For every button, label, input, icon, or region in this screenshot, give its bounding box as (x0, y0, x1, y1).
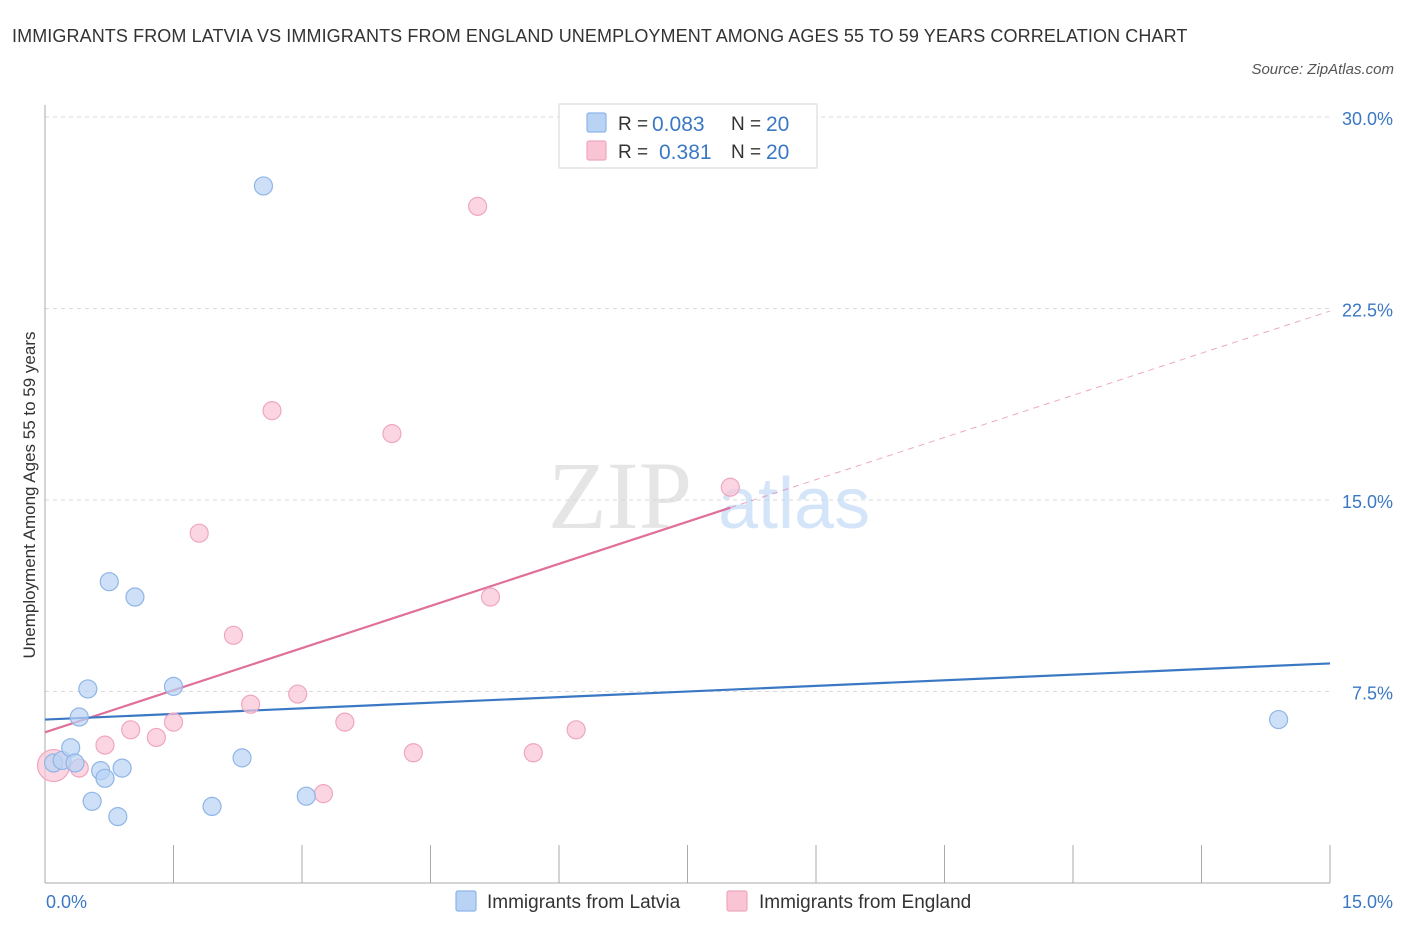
legend-r-label-latvia: R = (618, 114, 648, 135)
legend-swatch-latvia (586, 112, 607, 133)
legend-n-value-latvia: 20 (766, 113, 789, 136)
x-tick-label: 15.0% (1342, 892, 1393, 912)
latvia-point (78, 679, 98, 699)
england-point (189, 523, 209, 543)
england-point (95, 735, 115, 755)
england-point (382, 424, 402, 444)
y-tick-label: 15.0% (1342, 492, 1393, 512)
england-point (262, 401, 282, 421)
bottom-legend-swatch-latvia (455, 890, 477, 912)
legend-n-label-latvia: N = (731, 114, 761, 135)
latvia-point (99, 572, 119, 592)
trend-layer (44, 310, 1331, 734)
england-point (523, 743, 543, 763)
points-layer (36, 176, 1289, 827)
england-point (335, 712, 355, 732)
latvia-point (253, 176, 274, 196)
latvia-point (232, 748, 252, 768)
bottom-legend-swatch-england (726, 890, 748, 912)
england-point (403, 743, 423, 763)
bottom-legend-label-latvia: Immigrants from Latvia (487, 892, 681, 913)
legend-swatch-england (586, 140, 607, 161)
grid-layer (45, 116, 1330, 692)
latvia-point (112, 758, 132, 778)
england-point (163, 712, 184, 732)
england-trend-line (44, 506, 731, 734)
legend-r-value-latvia: 0.083 (652, 113, 705, 136)
bottom-legend-label-england: Immigrants from England (759, 892, 971, 913)
england-point (313, 784, 334, 804)
legend-n-value-england: 20 (766, 141, 789, 164)
bottom-legend: Immigrants from Latvia Immigrants from E… (455, 890, 971, 913)
latvia-point (1268, 709, 1289, 730)
y-axis-title: Unemployment Among Ages 55 to 59 years (20, 332, 39, 659)
latvia-trend-line (44, 662, 1331, 721)
england-point (468, 196, 488, 216)
watermark-atlas: atlas (718, 464, 870, 544)
watermark-zip: ZIP (548, 442, 692, 549)
legend-n-label-england: N = (731, 142, 761, 163)
top-legend: R = 0.083 N = 20 R = 0.381 N = 20 (558, 103, 818, 169)
england-point (566, 720, 586, 740)
chart-title: IMMIGRANTS FROM LATVIA VS IMMIGRANTS FRO… (12, 26, 1188, 46)
england-point (121, 720, 141, 740)
tick-labels: 7.5% 15.0% 22.5% 30.0% 0.0% 15.0% (46, 109, 1393, 912)
latvia-point (65, 753, 85, 773)
legend-r-label-england: R = (618, 142, 648, 163)
latvia-point (163, 676, 184, 696)
england-point (288, 684, 308, 704)
latvia-point (82, 791, 102, 811)
england-point (223, 625, 244, 645)
latvia-point (202, 796, 222, 817)
y-tick-label: 7.5% (1352, 684, 1393, 704)
england-point (720, 477, 740, 497)
england-point (480, 587, 501, 607)
latvia-point (125, 587, 145, 607)
england-point (241, 694, 261, 714)
latvia-point (95, 768, 115, 788)
x-tick-label: 0.0% (46, 892, 87, 912)
england-trend-extension (730, 310, 1331, 509)
latvia-point (108, 807, 128, 827)
england-point (146, 727, 166, 748)
y-tick-label: 22.5% (1342, 301, 1393, 321)
y-tick-label: 30.0% (1342, 109, 1393, 129)
latvia-point (296, 786, 316, 806)
latvia-point (69, 707, 89, 727)
legend-r-value-england: 0.381 (659, 141, 712, 164)
source-label: Source: ZipAtlas.com (1251, 61, 1394, 78)
